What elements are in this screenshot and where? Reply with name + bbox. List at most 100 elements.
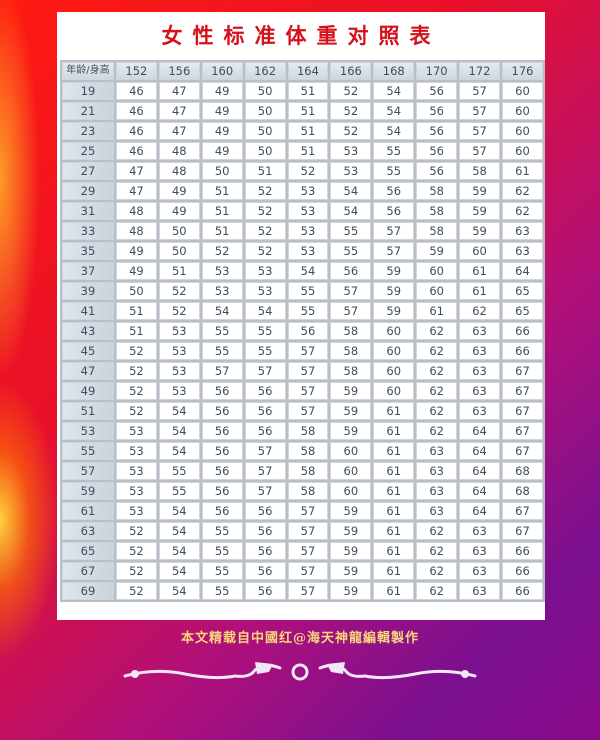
height-header: 162 — [244, 62, 286, 80]
table-row: 49 52 53 56 56 57 59 60 62 63 67 — [62, 382, 543, 400]
weight-cell: 56 — [201, 422, 243, 440]
table-row: 47 52 53 57 57 57 58 60 62 63 67 — [62, 362, 543, 380]
table-row: 55 53 54 56 57 58 60 61 63 64 67 — [62, 442, 543, 460]
weight-cell: 54 — [244, 302, 286, 320]
weight-cell: 51 — [115, 302, 157, 320]
weight-cell: 67 — [501, 402, 543, 420]
weight-cell: 57 — [330, 282, 372, 300]
weight-cell: 46 — [115, 122, 157, 140]
weight-cell: 54 — [158, 542, 200, 560]
weight-cell: 55 — [201, 522, 243, 540]
weight-cell: 65 — [501, 282, 543, 300]
weight-cell: 63 — [459, 522, 500, 540]
weight-cell: 51 — [287, 102, 329, 120]
weight-cell: 55 — [373, 162, 415, 180]
table-row: 29 47 49 51 52 53 54 56 58 59 62 — [62, 182, 543, 200]
weight-cell: 62 — [416, 522, 458, 540]
weight-cell: 56 — [201, 382, 243, 400]
weight-cell: 54 — [201, 302, 243, 320]
weight-cell: 56 — [244, 422, 286, 440]
weight-cell: 52 — [287, 162, 329, 180]
weight-cell: 58 — [330, 322, 372, 340]
weight-cell: 54 — [330, 182, 372, 200]
weight-cell: 61 — [373, 502, 415, 520]
weight-cell: 59 — [330, 562, 372, 580]
weight-cell: 62 — [501, 202, 543, 220]
weight-cell: 58 — [416, 202, 458, 220]
weight-cell: 52 — [330, 122, 372, 140]
weight-cell: 47 — [158, 122, 200, 140]
weight-cell: 55 — [201, 582, 243, 600]
weight-cell: 46 — [115, 102, 157, 120]
weight-cell: 49 — [115, 262, 157, 280]
weight-cell: 67 — [501, 382, 543, 400]
age-cell: 55 — [62, 442, 114, 460]
weight-cell: 60 — [501, 122, 543, 140]
weight-cell: 58 — [330, 342, 372, 360]
weight-cell: 54 — [330, 202, 372, 220]
age-cell: 63 — [62, 522, 114, 540]
corner-header: 年龄/身高 — [62, 62, 114, 80]
weight-cell: 57 — [459, 102, 500, 120]
weight-cell: 61 — [501, 162, 543, 180]
age-cell: 67 — [62, 562, 114, 580]
table-row: 41 51 52 54 54 55 57 59 61 62 65 — [62, 302, 543, 320]
age-cell: 57 — [62, 462, 114, 480]
age-cell: 41 — [62, 302, 114, 320]
weight-cell: 65 — [501, 302, 543, 320]
weight-cell: 56 — [330, 262, 372, 280]
weight-cell: 61 — [373, 482, 415, 500]
weight-cell: 59 — [330, 382, 372, 400]
table-row: 57 53 55 56 57 58 60 61 63 64 68 — [62, 462, 543, 480]
weight-cell: 56 — [373, 202, 415, 220]
weight-cell: 61 — [373, 582, 415, 600]
weight-cell: 55 — [373, 142, 415, 160]
weight-cell: 59 — [373, 262, 415, 280]
weight-cell: 58 — [287, 482, 329, 500]
weight-cell: 56 — [416, 142, 458, 160]
weight-cell: 58 — [287, 422, 329, 440]
weight-cell: 54 — [158, 562, 200, 580]
weight-cell: 57 — [287, 402, 329, 420]
age-cell: 47 — [62, 362, 114, 380]
weight-cell: 63 — [459, 342, 500, 360]
weight-cell: 54 — [158, 442, 200, 460]
weight-cell: 53 — [244, 282, 286, 300]
weight-cell: 56 — [244, 522, 286, 540]
weight-cell: 53 — [287, 222, 329, 240]
weight-cell: 55 — [201, 562, 243, 580]
weight-cell: 60 — [373, 382, 415, 400]
height-header: 152 — [115, 62, 157, 80]
weight-cell: 57 — [287, 562, 329, 580]
weight-cell: 53 — [115, 502, 157, 520]
weight-cell: 51 — [244, 162, 286, 180]
weight-cell: 66 — [501, 322, 543, 340]
weight-cell: 66 — [501, 582, 543, 600]
weight-cell: 54 — [158, 502, 200, 520]
weight-cell: 61 — [373, 542, 415, 560]
chart-panel: 女性标准体重对照表 年龄/身高 152 156 160 162 164 166 168 170 1… — [57, 12, 545, 620]
weight-cell: 60 — [416, 282, 458, 300]
weight-cell: 56 — [244, 562, 286, 580]
weight-cell: 63 — [501, 222, 543, 240]
weight-cell: 50 — [244, 142, 286, 160]
page-title: 女性标准体重对照表 — [161, 23, 441, 48]
weight-cell: 56 — [201, 462, 243, 480]
weight-cell: 67 — [501, 362, 543, 380]
weight-cell: 51 — [201, 182, 243, 200]
age-cell: 37 — [62, 262, 114, 280]
weight-cell: 59 — [330, 542, 372, 560]
weight-cell: 61 — [373, 522, 415, 540]
table-row: 39 50 52 53 53 55 57 59 60 61 65 — [62, 282, 543, 300]
weight-cell: 46 — [115, 142, 157, 160]
weight-cell: 59 — [373, 282, 415, 300]
weight-cell: 57 — [287, 362, 329, 380]
weight-cell: 64 — [459, 482, 500, 500]
weight-cell: 53 — [115, 422, 157, 440]
weight-cell: 56 — [201, 482, 243, 500]
weight-cell: 51 — [201, 202, 243, 220]
weight-cell: 52 — [115, 582, 157, 600]
weight-cell: 52 — [201, 242, 243, 260]
weight-cell: 64 — [459, 462, 500, 480]
age-cell: 43 — [62, 322, 114, 340]
